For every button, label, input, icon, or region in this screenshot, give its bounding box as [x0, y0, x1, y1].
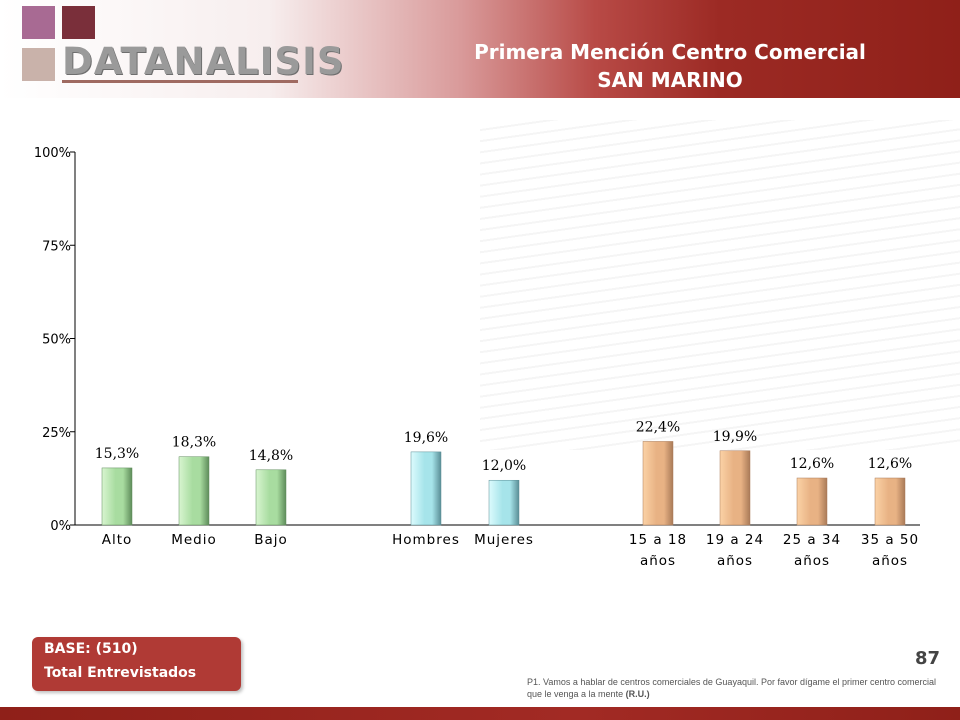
- header-banner: DATANALISIS Primera Mención Centro Comer…: [0, 0, 960, 98]
- bar-value-label: 19,6%: [404, 430, 448, 446]
- bar-chart: 100% 75% 50% 25% 0% 15,3% Alto 18,3% Medio 14,8% B…: [34, 146, 920, 569]
- x-category-label: Bajo: [254, 532, 288, 548]
- page-number: 87: [914, 648, 940, 669]
- bar: [719, 450, 751, 526]
- x-category-label: Medio: [171, 532, 217, 548]
- footnote: P1. Vamos a hablar de centros comerciale…: [527, 676, 947, 700]
- x-category-label: Hombres: [392, 532, 460, 548]
- y-tick-label: 50%: [42, 333, 71, 348]
- bar: [796, 477, 828, 526]
- logo-square-3: [22, 48, 55, 81]
- y-tick-label: 0%: [50, 519, 71, 534]
- y-tick-label: 25%: [42, 426, 71, 441]
- logo-text: DATANALISIS: [62, 40, 345, 83]
- bar-value-label: 14,8%: [249, 448, 293, 464]
- bar-value-label: 12,6%: [868, 456, 912, 472]
- footnote-tag: (R.U.): [625, 689, 650, 699]
- bar: [642, 441, 674, 526]
- logo-underline: [62, 80, 298, 83]
- bar: [101, 467, 133, 526]
- base-count: BASE: (510): [44, 641, 138, 657]
- y-tick-label: 75%: [42, 239, 71, 254]
- page-title: Primera Mención Centro Comercial: [474, 40, 866, 64]
- background-stripes: [480, 120, 960, 450]
- bar-value-label: 12,6%: [790, 456, 834, 472]
- bar-value-label: 18,3%: [172, 435, 216, 451]
- page-subtitle: SAN MARINO: [597, 68, 743, 92]
- x-category-label: años: [794, 553, 830, 569]
- x-category-label: 25 a 34: [783, 532, 841, 548]
- base-description: Total Entrevistados: [44, 665, 197, 681]
- x-category-label: 19 a 24: [706, 532, 764, 548]
- bar: [488, 479, 520, 526]
- bar-value-label: 15,3%: [95, 446, 139, 462]
- x-category-label: años: [717, 553, 753, 569]
- x-category-label: 35 a 50: [861, 532, 919, 548]
- logo-square-2: [62, 6, 95, 39]
- logo-square-1: [22, 6, 55, 39]
- x-category-label: 15 a 18: [629, 532, 687, 548]
- x-category-label: años: [872, 553, 908, 569]
- base-box: BASE: (510) Total Entrevistados: [32, 637, 241, 691]
- bar-value-label: 19,9%: [713, 429, 757, 445]
- footnote-text: P1. Vamos a hablar de centros comerciale…: [527, 677, 937, 699]
- x-category-label: Alto: [102, 532, 133, 548]
- bar: [178, 456, 210, 526]
- bar: [874, 477, 906, 526]
- y-tick-label: 100%: [34, 146, 71, 161]
- footer-bar: [0, 707, 960, 720]
- bar: [255, 469, 287, 526]
- bar-value-label: 12,0%: [482, 458, 526, 474]
- x-category-label: años: [640, 553, 676, 569]
- x-category-label: Mujeres: [474, 532, 534, 548]
- bar: [410, 451, 442, 526]
- bar-value-label: 22,4%: [636, 419, 680, 435]
